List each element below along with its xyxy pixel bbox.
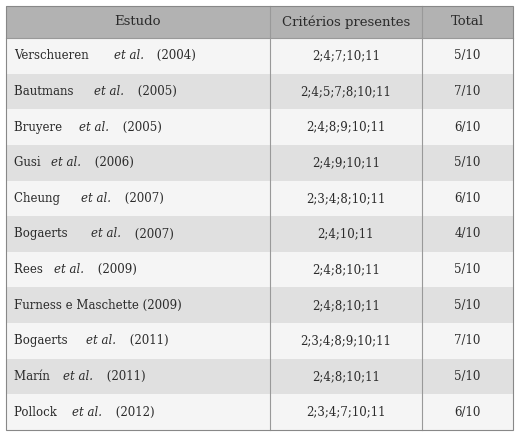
Text: 5/10: 5/10	[454, 263, 481, 276]
Text: 7/10: 7/10	[454, 85, 481, 98]
Bar	[6, 395, 513, 430]
Text: (2005): (2005)	[133, 85, 176, 98]
Text: 2;3;4;8;9;10;11: 2;3;4;8;9;10;11	[301, 334, 391, 347]
Text: (2007): (2007)	[131, 228, 174, 241]
Text: et al.: et al.	[63, 370, 93, 383]
Text: et al.: et al.	[86, 334, 116, 347]
Text: (2009): (2009)	[94, 263, 137, 276]
Text: 2;4;8;10;11: 2;4;8;10;11	[312, 299, 379, 312]
Bar	[6, 181, 513, 216]
Bar	[6, 359, 513, 395]
Text: 4/10: 4/10	[454, 228, 481, 241]
Text: 5/10: 5/10	[454, 299, 481, 312]
Text: (2007): (2007)	[121, 192, 164, 205]
Text: et al.: et al.	[94, 85, 124, 98]
Text: 6/10: 6/10	[454, 121, 481, 133]
Text: et al.: et al.	[72, 405, 102, 419]
Text: 6/10: 6/10	[454, 405, 481, 419]
Text: Gusi: Gusi	[14, 156, 43, 169]
Text: 2;4;7;10;11: 2;4;7;10;11	[312, 49, 380, 62]
Text: 6/10: 6/10	[454, 192, 481, 205]
Text: (2005): (2005)	[119, 121, 162, 133]
Text: (2011): (2011)	[103, 370, 146, 383]
Text: 5/10: 5/10	[454, 49, 481, 62]
Text: 2;3;4;7;10;11: 2;3;4;7;10;11	[306, 405, 386, 419]
Bar	[6, 216, 513, 252]
Bar	[6, 145, 513, 181]
Text: et al.: et al.	[54, 263, 84, 276]
Text: Bogaerts: Bogaerts	[14, 334, 70, 347]
Text: Estudo: Estudo	[115, 16, 161, 28]
Text: Cheung: Cheung	[14, 192, 66, 205]
Bar	[6, 74, 513, 109]
Text: Furness e Maschette (2009): Furness e Maschette (2009)	[14, 299, 182, 312]
Text: et al.: et al.	[81, 192, 111, 205]
Text: 2;4;10;11: 2;4;10;11	[318, 228, 374, 241]
Text: (2012): (2012)	[112, 405, 155, 419]
Text: Rees: Rees	[14, 263, 45, 276]
Text: (2006): (2006)	[91, 156, 134, 169]
Text: (2004): (2004)	[153, 49, 196, 62]
Text: et al.: et al.	[114, 49, 144, 62]
Text: 2;4;8;10;11: 2;4;8;10;11	[312, 370, 379, 383]
Text: Total: Total	[451, 16, 484, 28]
Text: 2;3;4;8;10;11: 2;3;4;8;10;11	[306, 192, 386, 205]
Text: et al.: et al.	[79, 121, 109, 133]
Text: Bruyere: Bruyere	[14, 121, 64, 133]
Text: Bogaerts: Bogaerts	[14, 228, 74, 241]
Text: Marín: Marín	[14, 370, 52, 383]
Text: 2;4;5;7;8;10;11: 2;4;5;7;8;10;11	[301, 85, 391, 98]
Bar	[6, 6, 513, 38]
Text: 2;4;8;9;10;11: 2;4;8;9;10;11	[306, 121, 386, 133]
Text: (2011): (2011)	[126, 334, 169, 347]
Bar	[6, 38, 513, 74]
Text: 2;4;9;10;11: 2;4;9;10;11	[312, 156, 380, 169]
Text: Critérios presentes: Critérios presentes	[282, 15, 410, 29]
Text: et al.: et al.	[91, 228, 121, 241]
Bar	[6, 287, 513, 323]
Text: Verschueren: Verschueren	[14, 49, 91, 62]
Text: 2;4;8;10;11: 2;4;8;10;11	[312, 263, 379, 276]
Bar	[6, 109, 513, 145]
Bar	[6, 252, 513, 287]
Bar	[6, 323, 513, 359]
Text: 5/10: 5/10	[454, 156, 481, 169]
Text: Bautmans: Bautmans	[14, 85, 76, 98]
Text: 5/10: 5/10	[454, 370, 481, 383]
Text: et al.: et al.	[51, 156, 81, 169]
Text: 7/10: 7/10	[454, 334, 481, 347]
Text: Pollock: Pollock	[14, 405, 59, 419]
